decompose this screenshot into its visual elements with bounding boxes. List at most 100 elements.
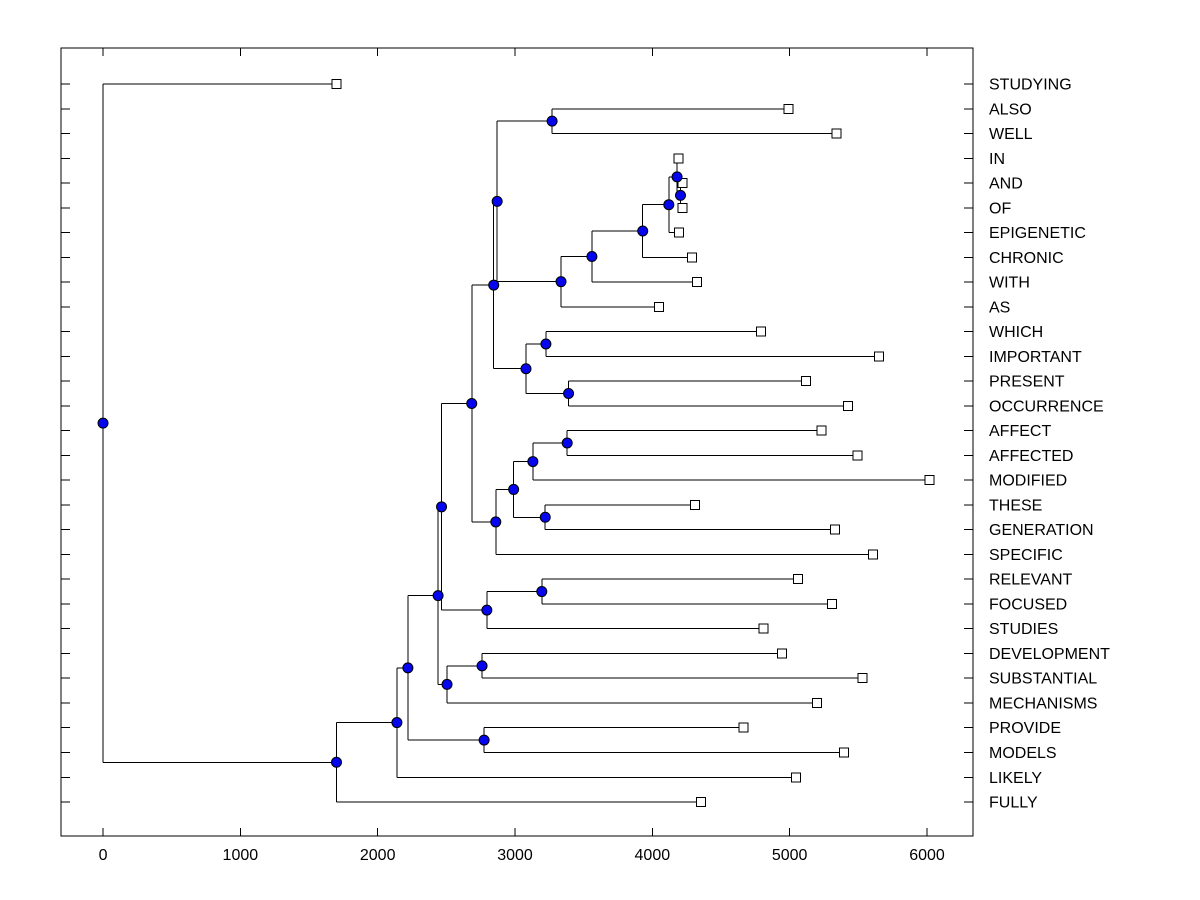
leaf-marker-square: [687, 252, 698, 263]
internal-node-marker: [490, 516, 502, 528]
leaf-marker-square: [801, 376, 812, 387]
internal-node-marker: [481, 604, 493, 616]
leaf-marker-square: [696, 797, 707, 808]
x-tick-label: 5000: [772, 847, 808, 864]
leaf-label: AND: [989, 176, 1023, 193]
leaf-label: WELL: [989, 126, 1033, 143]
leaf-markers: [331, 79, 935, 808]
x-tick-label: 1000: [223, 847, 259, 864]
internal-node-marker: [555, 276, 567, 288]
leaf-label: IMPORTANT: [989, 349, 1082, 366]
internal-node-marker: [508, 483, 520, 495]
leaf-label: AFFECTED: [989, 448, 1073, 465]
leaf-marker-square: [924, 475, 935, 486]
leaf-label: STUDIES: [989, 621, 1058, 638]
leaf-label: AFFECT: [989, 423, 1051, 440]
leaf-marker-square: [852, 450, 863, 461]
leaf-label: GENERATION: [989, 522, 1094, 539]
internal-node-marker: [536, 586, 548, 598]
leaf-marker-square: [790, 772, 801, 783]
axes-box: [60, 47, 974, 837]
x-tick-label: 0: [99, 847, 108, 864]
leaf-label: STUDYING: [989, 77, 1072, 94]
leaf-marker-square: [857, 673, 868, 684]
leaf-marker-square: [691, 277, 702, 288]
leaf-label: FULLY: [989, 795, 1038, 812]
row-ticks: [61, 83, 973, 803]
leaf-label: OF: [989, 200, 1011, 217]
internal-node-marker: [563, 387, 575, 399]
internal-node-marker: [478, 734, 490, 746]
leaf-label: OCCURRENCE: [989, 398, 1104, 415]
x-tick-label: 4000: [635, 847, 671, 864]
internal-node-marker: [491, 195, 503, 207]
leaf-marker-square: [838, 747, 849, 758]
leaf-label: IN: [989, 151, 1005, 168]
x-tick-labels: 0 1000 2000 3000 4000 5000 6000: [99, 847, 945, 864]
internal-node-marker: [520, 363, 532, 375]
leaf-marker-square: [689, 499, 700, 510]
leaf-marker-square: [816, 425, 827, 436]
x-ticks: [102, 48, 928, 836]
leaf-label: WITH: [989, 275, 1030, 292]
leaf-label: FOCUSED: [989, 596, 1067, 613]
leaf-label: AS: [989, 299, 1010, 316]
internal-node-marker: [432, 590, 444, 602]
plot-border: [60, 47, 974, 837]
leaf-label: CHRONIC: [989, 250, 1064, 267]
leaf-marker-square: [674, 227, 685, 238]
leaf-marker-square: [783, 103, 794, 114]
leaf-marker-square: [831, 128, 842, 139]
leaf-marker-square: [777, 648, 788, 659]
internal-node-marker: [546, 115, 558, 127]
internal-node-marker: [330, 756, 342, 768]
leaf-label: SPECIFIC: [989, 547, 1063, 564]
internal-node-marker: [674, 189, 686, 201]
leaf-label: THESE: [989, 497, 1042, 514]
leaf-label: DEVELOPMENT: [989, 646, 1110, 663]
leaf-marker-square: [843, 400, 854, 411]
internal-node-marker: [391, 717, 403, 729]
leaf-marker-square: [677, 178, 688, 189]
internal-node-marker: [97, 417, 109, 429]
leaf-labels: STUDYING ALSO WELL IN AND OF EPIGENETIC CHRONIC…: [989, 77, 1110, 812]
leaf-label: ALSO: [989, 101, 1032, 118]
internal-node-marker: [540, 338, 552, 350]
internal-node-marker: [586, 251, 598, 263]
leaf-marker-square: [755, 326, 766, 337]
internal-node-marker: [488, 279, 500, 291]
leaf-marker-square: [758, 623, 769, 634]
leaf-label: LIKELY: [989, 770, 1042, 787]
leaf-label: WHICH: [989, 324, 1043, 341]
leaf-label: EPIGENETIC: [989, 225, 1086, 242]
leaf-label: MODIFIED: [989, 473, 1067, 490]
x-tick-label: 3000: [497, 847, 533, 864]
leaf-label: MECHANISMS: [989, 695, 1097, 712]
internal-node-marker: [402, 662, 414, 674]
leaf-marker-square: [792, 574, 803, 585]
leaf-marker-square: [654, 301, 665, 312]
internal-node-marker: [527, 456, 539, 468]
leaf-label: PRESENT: [989, 374, 1065, 391]
node-markers: [97, 115, 686, 768]
internal-node-marker: [671, 171, 683, 183]
leaf-marker-square: [827, 598, 838, 609]
internal-node-marker: [476, 660, 488, 672]
leaf-label: SUBSTANTIAL: [989, 671, 1097, 688]
leaf-marker-square: [673, 153, 684, 164]
internal-node-marker: [441, 678, 453, 690]
leaf-marker-square: [873, 351, 884, 362]
internal-node-marker: [561, 437, 573, 449]
internal-node-marker: [466, 397, 478, 409]
leaf-marker-square: [738, 722, 749, 733]
leaf-marker-square: [812, 697, 823, 708]
leaf-label: RELEVANT: [989, 572, 1073, 589]
tree-edges: [102, 83, 930, 803]
x-tick-label: 2000: [360, 847, 396, 864]
internal-node-marker: [663, 199, 675, 211]
leaf-label: MODELS: [989, 745, 1057, 762]
internal-node-marker: [539, 511, 551, 523]
leaf-marker-square: [829, 524, 840, 535]
